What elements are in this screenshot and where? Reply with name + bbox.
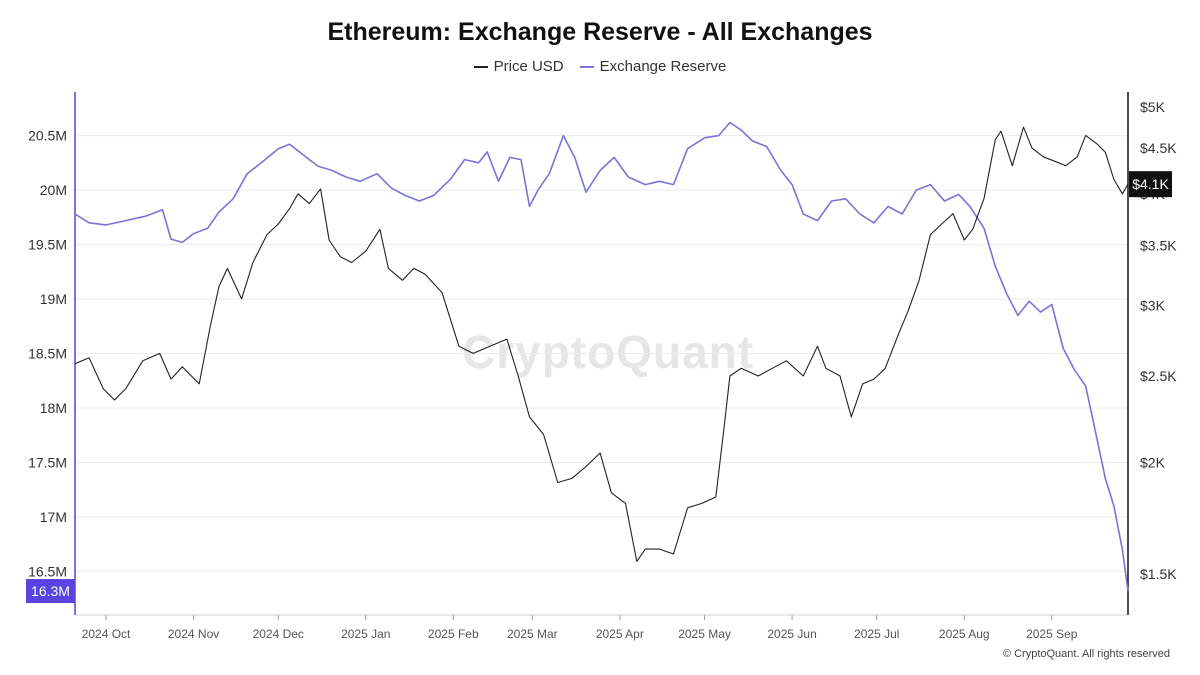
- left-axis-tick-label: 18M: [40, 400, 67, 416]
- x-axis-tick-label: 2025 Aug: [939, 627, 990, 641]
- legend-label-price: Price USD: [493, 58, 564, 75]
- series-line-exchange-reserve: [74, 121, 1129, 592]
- left-axis-tick-label: 16.5M: [28, 563, 67, 579]
- x-axis-tick-label: 2024 Dec: [253, 627, 304, 641]
- legend-item-reserve[interactable]: Exchange Reserve: [579, 58, 727, 75]
- chart-legend: Price USD Exchange Reserve: [0, 58, 1200, 75]
- left-axis-tick-label: 19.5M: [28, 237, 67, 253]
- right-axis-tick-label: $3.5K: [1140, 238, 1177, 254]
- x-axis-tick-label: 2025 Jan: [341, 627, 390, 641]
- x-axis-tick-label: 2025 Jul: [854, 627, 899, 641]
- right-axis-tick-label: $2.5K: [1140, 368, 1177, 384]
- left-axis-tick-label: 20M: [40, 182, 67, 198]
- legend-label-reserve: Exchange Reserve: [599, 58, 727, 75]
- x-axis-tick-label: 2025 Feb: [428, 627, 479, 641]
- price-current-badge-label: $4.1K: [1132, 176, 1169, 192]
- x-axis-tick-label: 2024 Oct: [82, 627, 131, 641]
- x-axis-tick-label: 2025 May: [678, 627, 731, 641]
- left-axis-tick-label: 17M: [40, 509, 67, 525]
- reserve-current-badge: [26, 579, 75, 604]
- x-axis-tick-label: 2024 Nov: [168, 627, 219, 641]
- legend-swatch-price: [473, 65, 488, 68]
- right-axis-tick-label: $1.5K: [1140, 566, 1177, 582]
- reserve-current-badge-label: 16.3M: [31, 583, 70, 599]
- copyright-notice: © CryptoQuant. All rights reserved: [1002, 648, 1170, 660]
- right-axis-tick-label: $3K: [1140, 297, 1166, 313]
- right-axis-tick-label: $4.5K: [1140, 140, 1177, 156]
- series-line-price-usd: [74, 126, 1129, 562]
- x-axis-tick-label: 2025 Apr: [596, 627, 644, 641]
- legend-item-price[interactable]: Price USD: [473, 58, 564, 75]
- legend-swatch-reserve: [579, 65, 594, 68]
- right-axis-tick-label: $5K: [1140, 99, 1166, 115]
- x-axis-tick-label: 2025 Sep: [1026, 627, 1078, 641]
- left-axis-tick-label: 20.5M: [28, 128, 67, 144]
- x-axis-tick-label: 2025 Jun: [767, 627, 816, 641]
- x-axis-tick-label: 2025 Mar: [507, 627, 558, 641]
- left-axis-tick-label: 18.5M: [28, 346, 67, 362]
- right-axis-tick-label: $2K: [1140, 455, 1166, 471]
- left-axis-tick-label: 19M: [40, 291, 67, 307]
- price-current-badge: [1129, 171, 1172, 198]
- chart-title: Ethereum: Exchange Reserve - All Exchang…: [327, 18, 873, 46]
- left-axis-tick-label: 17.5M: [28, 454, 67, 470]
